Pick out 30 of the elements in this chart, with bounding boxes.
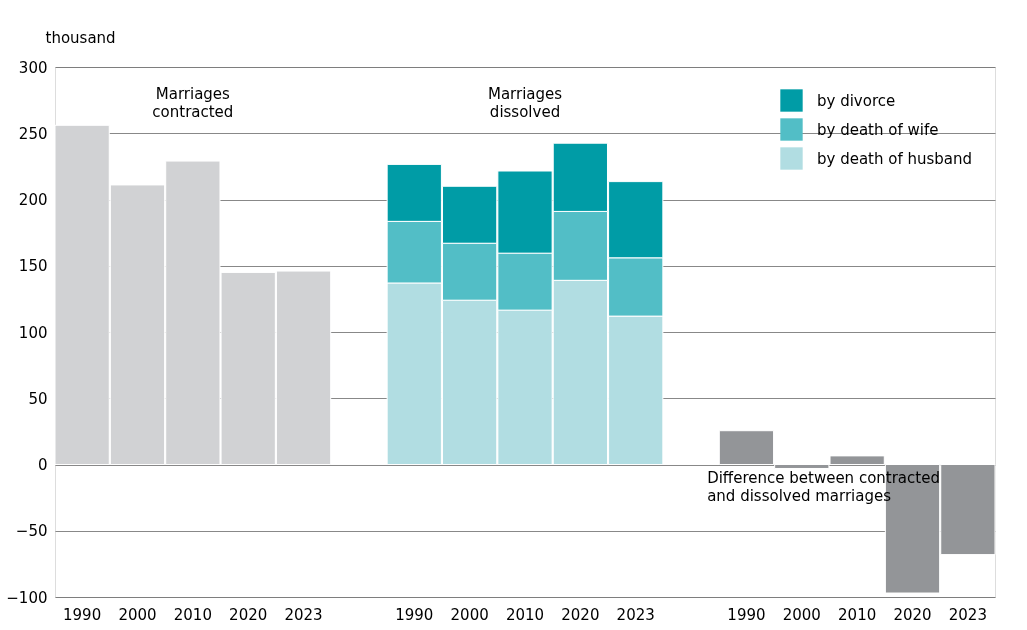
x-tick-label: 2020 <box>561 605 600 624</box>
x-tick-label: 1990 <box>395 605 434 624</box>
legend-label: by divorce <box>817 91 896 110</box>
y-tick-label: 200 <box>18 191 48 209</box>
legend-label: by death of wife <box>817 120 939 139</box>
x-tick-label: 2023 <box>616 605 655 624</box>
x-tick-label: 2000 <box>450 605 489 624</box>
y-tick-label: 250 <box>18 124 48 143</box>
x-tick-label: 2000 <box>782 605 821 624</box>
annotation: Marriages dissolved <box>487 84 563 121</box>
x-tick-label: 2020 <box>229 605 268 624</box>
legend-label: by death of husband <box>817 149 973 168</box>
y-tick-label: 100 <box>18 323 48 342</box>
x-tick-label: 2010 <box>838 605 877 624</box>
x-tick-label: 2023 <box>284 605 323 624</box>
x-tick-label: 2010 <box>173 605 212 624</box>
y-tick-label: 150 <box>18 257 48 276</box>
y-tick-label: −100 <box>6 588 48 607</box>
y-tick-label: 0 <box>37 456 48 474</box>
x-tick-label: 1990 <box>727 605 766 624</box>
x-tick-label: 2020 <box>893 605 932 624</box>
y-tick-label: −50 <box>15 522 48 541</box>
x-tick-label: 2023 <box>948 605 987 624</box>
y-axis-title: thousand <box>45 28 116 47</box>
x-tick-label: 2000 <box>118 605 157 624</box>
x-tick-label: 2010 <box>505 605 545 624</box>
x-tick-label: 1990 <box>63 605 102 624</box>
annotation: Marriages contracted <box>152 84 234 121</box>
y-tick-label: 300 <box>18 58 48 77</box>
y-tick-label: 50 <box>28 389 48 408</box>
